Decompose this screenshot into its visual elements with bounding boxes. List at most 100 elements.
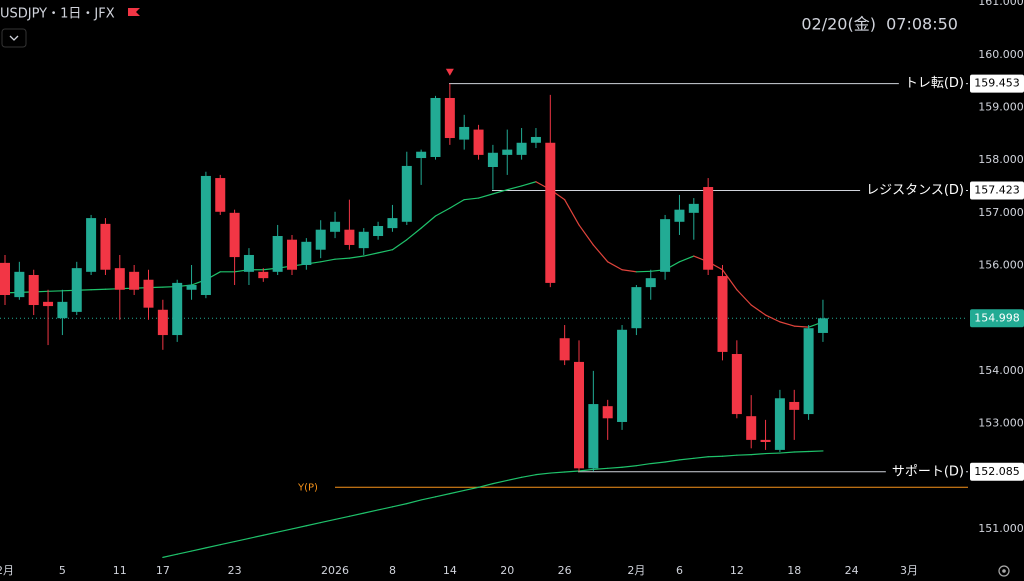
x-tick-label: 17 bbox=[156, 564, 170, 577]
candle-body bbox=[444, 97, 455, 139]
moving-average-segment bbox=[463, 197, 480, 201]
candle-body bbox=[315, 229, 326, 250]
candle-body bbox=[530, 136, 541, 143]
moving-average-segment bbox=[621, 269, 638, 273]
moving-average-segment bbox=[736, 454, 752, 456]
candle-body bbox=[129, 271, 140, 290]
moving-average-segment bbox=[406, 227, 422, 241]
candle-body bbox=[358, 231, 369, 249]
moving-average-segment bbox=[391, 503, 408, 508]
x-tick-label: 26 bbox=[558, 564, 572, 577]
x-tick-label: 14 bbox=[443, 564, 457, 577]
candle-body bbox=[502, 149, 513, 155]
candle-body bbox=[602, 406, 613, 419]
x-tick-label: 12 bbox=[730, 564, 744, 577]
moving-average-segment bbox=[693, 456, 709, 459]
level-price-bg bbox=[970, 181, 1024, 200]
candle-body bbox=[114, 268, 125, 290]
timestamp: 02/20(金) 07:08:50 bbox=[801, 15, 958, 34]
reversal-marker bbox=[445, 68, 454, 76]
x-tick-label: 2026 bbox=[321, 564, 349, 577]
moving-average-segment bbox=[621, 465, 638, 468]
moving-average-segment bbox=[176, 550, 193, 555]
level-name: レジスタンス(D) bbox=[866, 183, 964, 198]
moving-average-segment bbox=[564, 199, 580, 226]
collapse-button[interactable] bbox=[1, 28, 27, 48]
moving-average-segment bbox=[750, 304, 767, 316]
moving-average-segment bbox=[449, 199, 465, 209]
chevron-icon bbox=[9, 35, 19, 41]
y-tick-label: 156.000 bbox=[978, 259, 1024, 272]
candle-body bbox=[516, 142, 527, 155]
moving-average-segment bbox=[506, 185, 523, 191]
moving-average-segment bbox=[334, 515, 350, 521]
x-tick-label: 8 bbox=[389, 564, 396, 577]
flag-icon[interactable] bbox=[128, 8, 140, 16]
settings-icon[interactable] bbox=[998, 565, 1010, 577]
moving-average-segment bbox=[420, 496, 437, 501]
candle-body bbox=[545, 142, 556, 283]
plot-area: Y(P) トレ転(D) レジスタンス(D) サポート(D) bbox=[0, 68, 968, 558]
candle-body bbox=[459, 126, 470, 140]
candle-body bbox=[229, 212, 240, 258]
moving-average-segment bbox=[47, 290, 64, 292]
candle-body bbox=[588, 404, 599, 469]
candle-body bbox=[0, 262, 10, 296]
candle-body bbox=[186, 285, 197, 290]
moving-average-segment bbox=[449, 489, 465, 495]
level-price-label: 159.453 bbox=[974, 77, 1020, 90]
moving-average-segment bbox=[564, 470, 580, 473]
candle-body bbox=[803, 328, 814, 415]
moving-average-segment bbox=[334, 257, 350, 260]
moving-average-segment bbox=[162, 553, 178, 558]
candle-body bbox=[71, 268, 82, 312]
moving-average-segment bbox=[506, 476, 523, 482]
moving-average-segment bbox=[348, 255, 365, 259]
x-tick-label: 2月 bbox=[627, 564, 645, 577]
x-tick-label: 20 bbox=[500, 564, 514, 577]
candle-body bbox=[14, 271, 25, 298]
moving-average-segment bbox=[492, 189, 508, 195]
moving-average-segment bbox=[291, 525, 307, 530]
y-tick-label: 160.000 bbox=[978, 48, 1024, 61]
moving-average-segment bbox=[592, 467, 609, 470]
moving-average-segment bbox=[262, 531, 279, 536]
y-tick-label: 157.000 bbox=[978, 206, 1024, 219]
candle-body bbox=[660, 219, 671, 272]
candle-body bbox=[57, 301, 68, 319]
moving-average-segment bbox=[578, 468, 594, 472]
y-tick-label: 153.000 bbox=[978, 417, 1024, 430]
candle-body bbox=[387, 218, 398, 229]
x-tick-label: 11 bbox=[113, 564, 127, 577]
moving-average-segment bbox=[578, 224, 594, 246]
moving-average-segment bbox=[234, 537, 250, 543]
moving-average-segment bbox=[492, 479, 508, 485]
moving-average-segment bbox=[391, 239, 408, 251]
y-tick-label: 154.000 bbox=[978, 364, 1024, 377]
moving-average-segment bbox=[277, 528, 293, 533]
moving-average-segment bbox=[348, 512, 365, 517]
moving-average-segment bbox=[205, 544, 221, 549]
candle-body bbox=[200, 175, 211, 296]
candle-body bbox=[301, 241, 312, 265]
candle-body bbox=[717, 276, 728, 352]
moving-average-segment bbox=[736, 289, 752, 306]
candle-body bbox=[473, 129, 484, 155]
moving-average-segment bbox=[477, 483, 494, 488]
moving-average-segment bbox=[807, 450, 824, 453]
candle-body bbox=[416, 151, 427, 159]
moving-average-segment bbox=[721, 269, 738, 291]
candle-body bbox=[559, 338, 570, 361]
level-name-bg bbox=[898, 74, 966, 93]
candle-body bbox=[258, 271, 269, 279]
y-tick-label: 158.000 bbox=[978, 153, 1024, 166]
moving-average-segment bbox=[190, 547, 207, 552]
moving-average-segment bbox=[592, 244, 609, 263]
moving-average-segment bbox=[635, 462, 652, 467]
level-price-bg bbox=[970, 74, 1024, 93]
moving-average-segment bbox=[520, 181, 537, 187]
moving-average-segment bbox=[463, 486, 480, 492]
x-tick-label: 2月 bbox=[0, 564, 14, 577]
moving-average-segment bbox=[764, 314, 781, 323]
